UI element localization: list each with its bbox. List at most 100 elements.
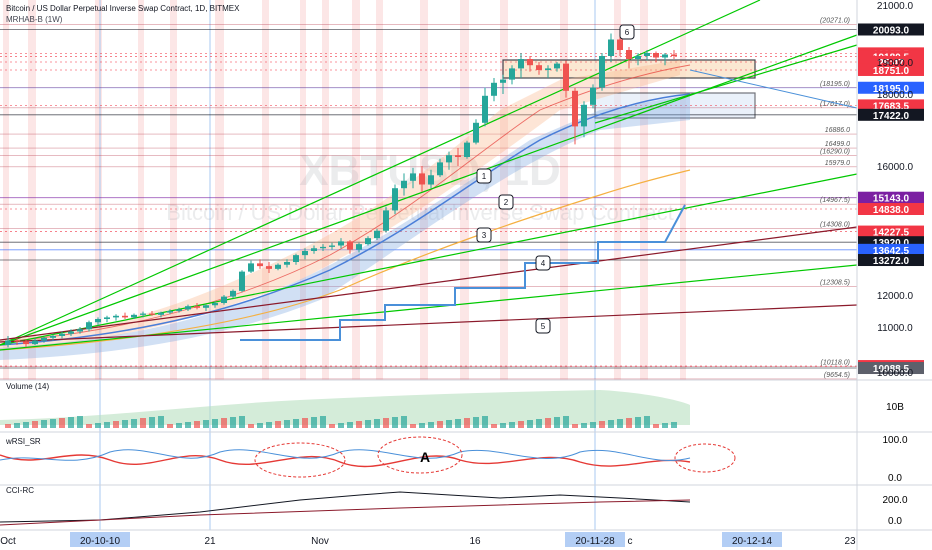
candle-body	[554, 63, 560, 69]
red-zone-band	[28, 0, 36, 380]
volume-bar	[158, 416, 164, 428]
red-zone-band	[500, 0, 508, 380]
volume-bar	[446, 420, 452, 428]
volume-bar	[437, 421, 443, 428]
candle-body	[23, 341, 29, 345]
candle-body	[32, 340, 38, 345]
price-tag-label: 14227.5	[873, 228, 910, 239]
volume-bar	[221, 418, 227, 428]
blue-envelope	[0, 95, 690, 360]
volume-bar	[149, 417, 155, 428]
level-note-label: (14308.0)	[820, 222, 850, 229]
wave-label: 6	[625, 28, 630, 37]
red-zone-band	[460, 0, 469, 380]
volume-bar	[545, 418, 551, 428]
candle-body	[293, 255, 299, 262]
candle-body	[230, 290, 236, 297]
price-tag-label: 25:47	[878, 58, 904, 69]
volume-bar	[140, 418, 146, 428]
volume-bar	[59, 418, 65, 428]
candle-body	[671, 54, 677, 56]
volume-bar	[491, 424, 497, 428]
wrsi-panel-label: wRSI_SR	[6, 437, 41, 446]
red-zone-band	[138, 0, 144, 380]
candle-body	[221, 296, 227, 303]
divergence-ellipse	[254, 442, 346, 478]
candle-body	[41, 337, 47, 341]
candle-body	[176, 309, 182, 311]
cci-signal	[0, 499, 691, 526]
volume-bar	[392, 417, 398, 428]
wrsi-line	[0, 454, 691, 468]
volume-bar	[302, 418, 308, 428]
candle-body	[509, 68, 515, 80]
candle-body	[104, 317, 110, 319]
y-axis-tick: 16000.0	[877, 162, 914, 173]
x-axis-highlight	[70, 532, 130, 547]
price-tag	[858, 202, 924, 215]
wave-label: 2	[504, 198, 509, 207]
volume-bar	[410, 424, 416, 428]
volume-bar	[86, 424, 92, 428]
x-axis-label: 23	[844, 536, 856, 547]
wave-label-box	[476, 168, 492, 184]
candle-body	[86, 322, 92, 330]
candle-body	[491, 82, 497, 96]
level-note-label: (12308.5)	[820, 280, 850, 287]
level-note-label: (16290.0)	[820, 149, 850, 156]
level-note-label: (9654.5)	[824, 372, 850, 379]
volume-bar	[203, 420, 209, 428]
volume-bar	[617, 419, 623, 428]
candle-body	[374, 230, 380, 239]
red-zone-band	[300, 0, 306, 380]
trendline	[0, 264, 858, 351]
red-zone-band	[322, 0, 329, 380]
volume-bar	[626, 418, 632, 428]
volume-bar	[122, 420, 128, 428]
y-axis-tick: 10000.0	[877, 368, 914, 379]
volume-bar	[464, 418, 470, 428]
y-axis-tick: 11000.0	[877, 323, 913, 334]
candle-body	[572, 90, 578, 127]
chart-title: Bitcoin / US Dollar Perpetual Inverse Sw…	[6, 4, 240, 13]
volume-bar	[5, 424, 11, 428]
x-axis-label: 20-11-28	[575, 536, 615, 547]
volume-bar	[77, 416, 83, 428]
volume-bar	[239, 416, 245, 428]
red-zone-band	[95, 0, 102, 380]
volume-bar	[176, 423, 182, 428]
volume-bar	[329, 424, 335, 428]
price-tag-label: 13920.0	[873, 238, 910, 249]
level-note-label: (14967.5)	[820, 197, 850, 204]
volume-bar	[41, 420, 47, 428]
projection-line	[689, 69, 858, 109]
candle-body	[644, 53, 650, 56]
price-tag-label: 10088.5	[873, 364, 910, 375]
candle-body	[194, 306, 200, 308]
wave-label-box	[535, 318, 551, 334]
volume-bar	[527, 420, 533, 428]
volume-bar	[23, 422, 29, 428]
volume-bar	[482, 416, 488, 428]
volume-bar	[554, 417, 560, 428]
price-tag	[858, 23, 924, 36]
candle-body	[653, 53, 659, 58]
candle-body	[140, 313, 146, 315]
candle-body	[365, 238, 371, 245]
candle-body	[563, 63, 569, 91]
x-axis-label: 16	[469, 536, 481, 547]
volume-bar	[356, 421, 362, 428]
candle-body	[5, 340, 11, 345]
candle-body	[347, 241, 353, 250]
volume-bar	[572, 424, 578, 428]
candle-body	[338, 241, 344, 246]
red-zone-band	[262, 0, 269, 380]
volume-bar	[653, 424, 659, 428]
candle-body	[446, 155, 452, 163]
volume-bar	[185, 422, 191, 428]
volume-bar	[374, 419, 380, 428]
candle-body	[662, 54, 668, 58]
volume-bar	[338, 423, 344, 428]
candle-body	[95, 319, 101, 323]
